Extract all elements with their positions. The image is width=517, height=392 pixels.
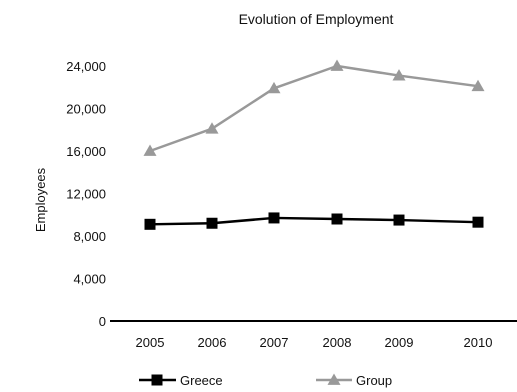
series-group	[143, 59, 485, 156]
legend-marker	[327, 373, 341, 385]
legend-marker	[151, 374, 163, 386]
series-line-group	[149, 64, 479, 153]
x-tick-label: 2007	[260, 335, 289, 350]
data-point-group	[392, 69, 406, 81]
y-tick-label: 24,000	[66, 59, 106, 74]
data-point-group	[143, 144, 157, 156]
data-point-group	[330, 59, 344, 71]
data-point-group	[471, 79, 485, 92]
legend-item-group: Group	[316, 373, 392, 388]
y-axis-label: Employees	[33, 167, 48, 232]
legend: Greece Group	[139, 373, 392, 388]
x-tick-label: 2008	[323, 335, 352, 350]
series-greece	[144, 212, 484, 230]
data-point-group	[205, 122, 219, 134]
x-tick-label: 2005	[136, 335, 165, 350]
x-tick-label: 2006	[198, 335, 227, 350]
x-tick-label: 2010	[464, 335, 493, 350]
x-tick-label: 2009	[385, 335, 414, 350]
data-point-greece	[206, 217, 218, 229]
data-point-greece	[393, 214, 405, 226]
chart-title: Evolution of Employment	[239, 11, 394, 27]
legend-label: Greece	[180, 373, 223, 388]
y-tick-label: 12,000	[66, 187, 106, 202]
legend-item-greece: Greece	[139, 373, 223, 388]
y-axis-ticks: 0 4,000 8,000 12,000 16,000 20,000 24,000	[66, 59, 106, 329]
y-tick-label: 20,000	[66, 102, 106, 117]
legend-label: Group	[356, 373, 392, 388]
x-axis-ticks: 2005 2006 2007 2008 2009 2010	[136, 335, 493, 350]
data-point-greece	[268, 212, 280, 224]
y-tick-label: 0	[99, 314, 106, 329]
series-layer	[143, 59, 485, 230]
y-tick-label: 8,000	[73, 229, 106, 244]
data-point-group	[267, 81, 281, 94]
y-tick-label: 16,000	[66, 144, 106, 159]
data-point-greece	[144, 218, 156, 230]
data-point-greece	[331, 213, 343, 225]
series-line-greece	[149, 216, 479, 226]
data-point-greece	[472, 216, 484, 228]
y-tick-label: 4,000	[73, 272, 106, 287]
